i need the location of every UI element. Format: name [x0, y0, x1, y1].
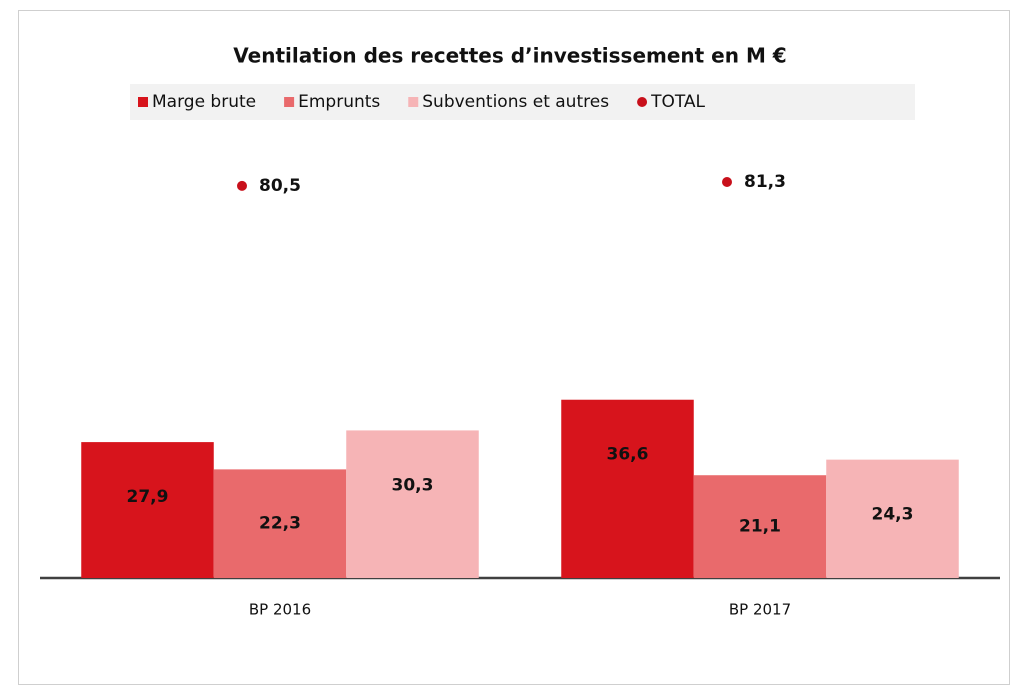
- x-tick-label: BP 2016: [249, 601, 311, 619]
- data-label: 22,3: [259, 514, 301, 534]
- bar: [346, 430, 479, 578]
- data-label: 80,5: [259, 176, 301, 196]
- data-label: 30,3: [392, 475, 434, 495]
- bar: [826, 459, 959, 578]
- legend-label: Marge brute: [152, 92, 256, 112]
- legend-background: [130, 84, 915, 120]
- data-label: 24,3: [872, 505, 914, 525]
- bar: [561, 399, 694, 578]
- legend-label: Subventions et autres: [422, 92, 609, 112]
- total-marker: [722, 177, 732, 187]
- legend-marker: [637, 97, 648, 107]
- data-label: 81,3: [744, 172, 786, 192]
- data-label: 36,6: [607, 445, 649, 465]
- bar: [693, 475, 827, 578]
- data-label: 21,1: [739, 517, 781, 537]
- legend-marker: [284, 97, 295, 107]
- legend-marker: [408, 97, 419, 107]
- x-tick-label: BP 2017: [729, 601, 791, 619]
- legend-label: TOTAL: [650, 92, 705, 112]
- bar: [213, 469, 347, 578]
- legend-marker: [138, 97, 148, 107]
- chart-title: Ventilation des recettes d’investissemen…: [233, 44, 786, 68]
- data-label: 27,9: [127, 487, 169, 507]
- total-marker: [237, 180, 247, 191]
- legend-label: Emprunts: [298, 92, 380, 112]
- bar: [81, 442, 214, 578]
